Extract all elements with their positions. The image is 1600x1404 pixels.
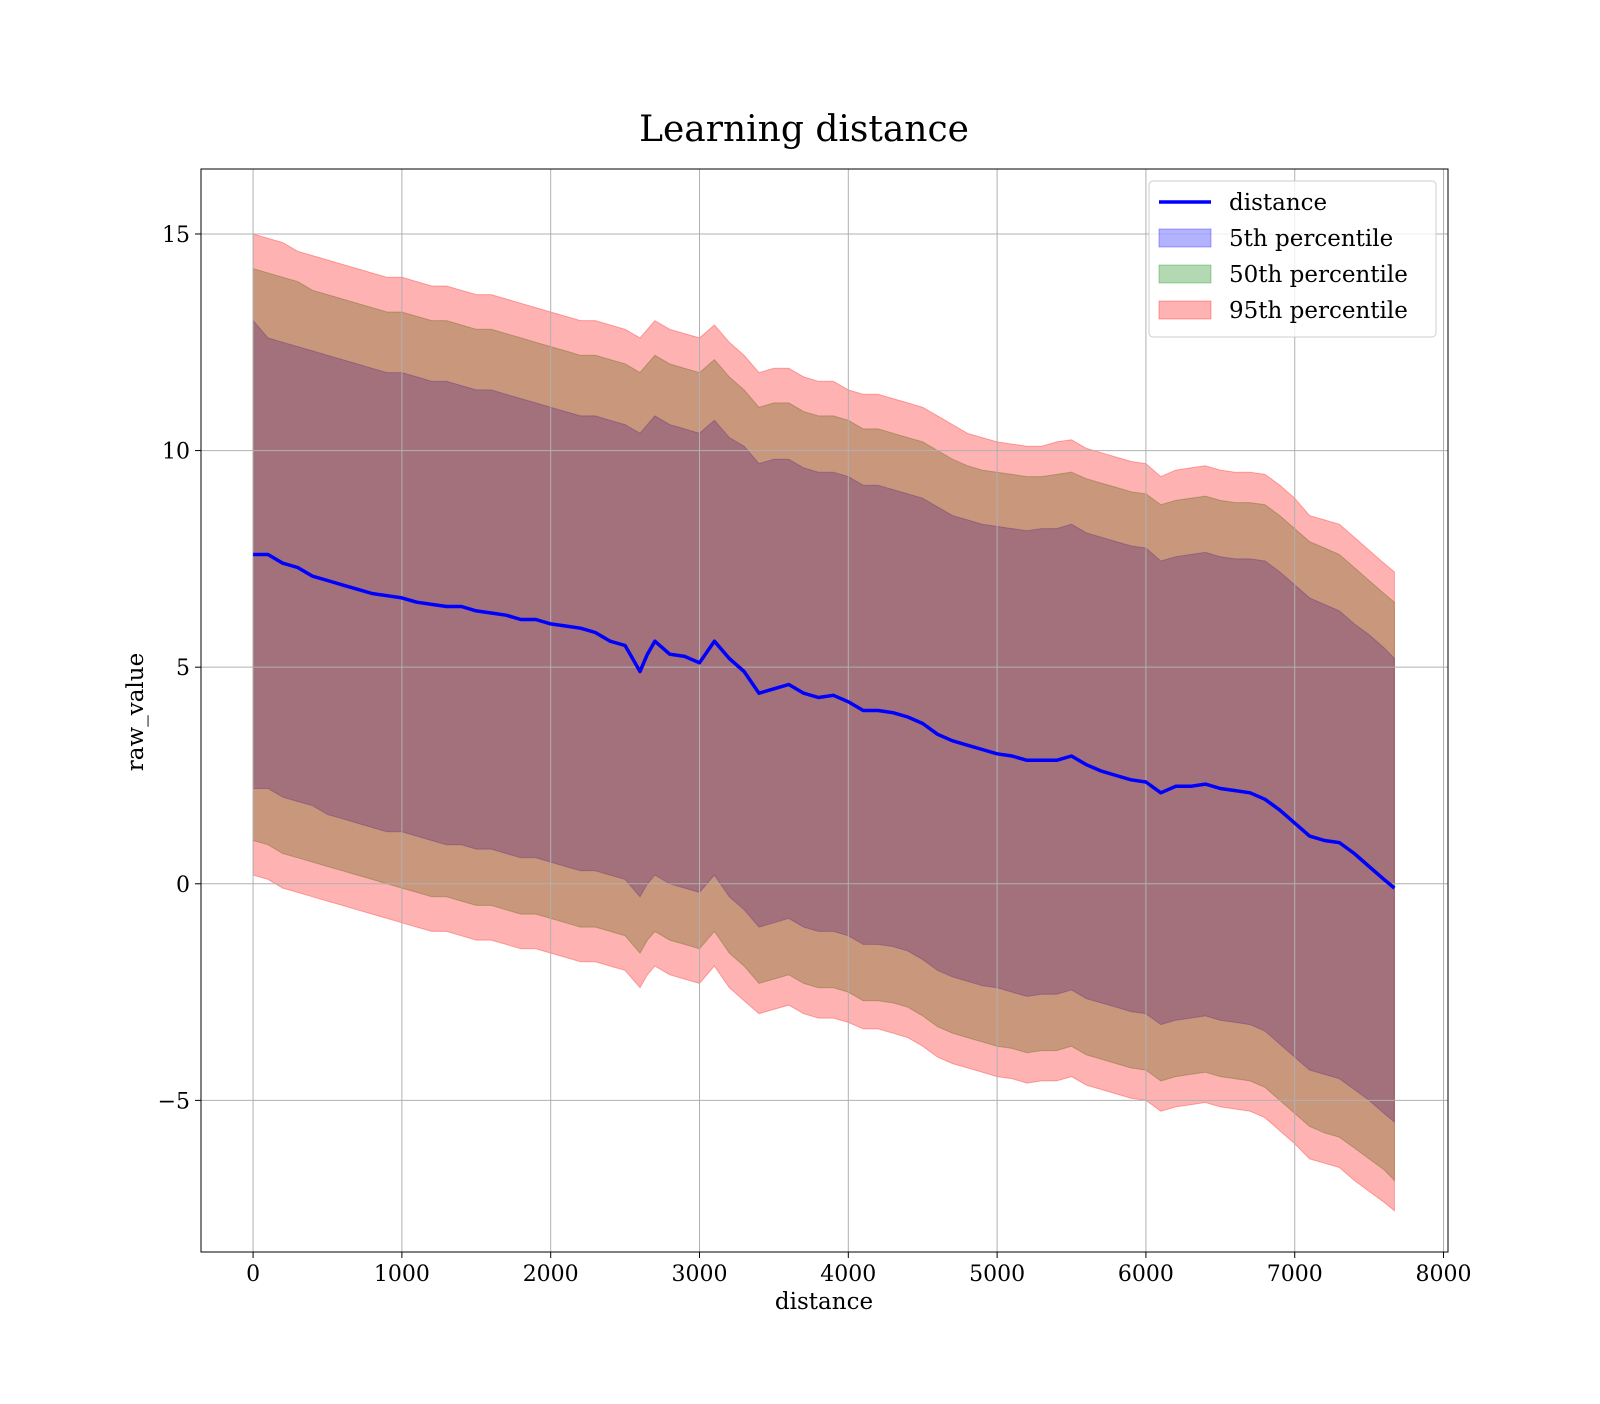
bands-layer <box>252 233 1395 1212</box>
x-tick-label-8: 8000 <box>1416 1262 1472 1287</box>
legend-label-1: distance <box>1229 190 1327 216</box>
y-axis-label: raw_value <box>123 653 149 771</box>
legend-swatch-2 <box>1158 228 1212 248</box>
line-series-1 <box>253 552 1396 890</box>
y-tick-label-0: −5 <box>158 1089 190 1114</box>
x-axis-ticks: 0 1000 2000 3000 4000 5000 6000 7000 8000 <box>246 1252 1472 1287</box>
grid-layer <box>201 169 1448 1252</box>
y-tick-label-4: 15 <box>162 223 190 248</box>
legend-label-3: 50th percentile <box>1229 262 1408 288</box>
y-tick-label-3: 10 <box>162 440 190 465</box>
legend-label-4: 95th percentile <box>1229 298 1408 324</box>
legend: distance 5th percentile 50th percentile 95t… <box>1148 180 1437 338</box>
y-tick-label-1: 0 <box>176 873 190 898</box>
x-axis-label: distance <box>775 1289 873 1315</box>
x-tick-label-3: 3000 <box>672 1262 728 1287</box>
x-tick-label-6: 6000 <box>1118 1262 1174 1287</box>
y-axis-ticks: −5 0 5 10 15 <box>158 223 201 1114</box>
chart-title: Learning distance <box>639 109 969 150</box>
line-layer <box>253 552 1396 890</box>
x-tick-label-0: 0 <box>246 1262 260 1287</box>
y-tick-label-2: 5 <box>176 656 190 681</box>
legend-box <box>1148 180 1437 338</box>
x-tick-label-4: 4000 <box>820 1262 876 1287</box>
legend-label-2: 5th percentile <box>1229 226 1393 252</box>
legend-swatch-4 <box>1158 300 1212 320</box>
x-tick-label-7: 7000 <box>1267 1262 1323 1287</box>
plot-area-frame <box>200 168 1449 1253</box>
band-series-3 <box>252 233 1395 1212</box>
x-tick-label-2: 2000 <box>523 1262 579 1287</box>
band-series-2 <box>252 267 1395 1182</box>
x-tick-label-1: 1000 <box>374 1262 430 1287</box>
band-series-1 <box>252 319 1395 1124</box>
legend-swatch-3 <box>1158 264 1212 284</box>
x-tick-label-5: 5000 <box>969 1262 1025 1287</box>
